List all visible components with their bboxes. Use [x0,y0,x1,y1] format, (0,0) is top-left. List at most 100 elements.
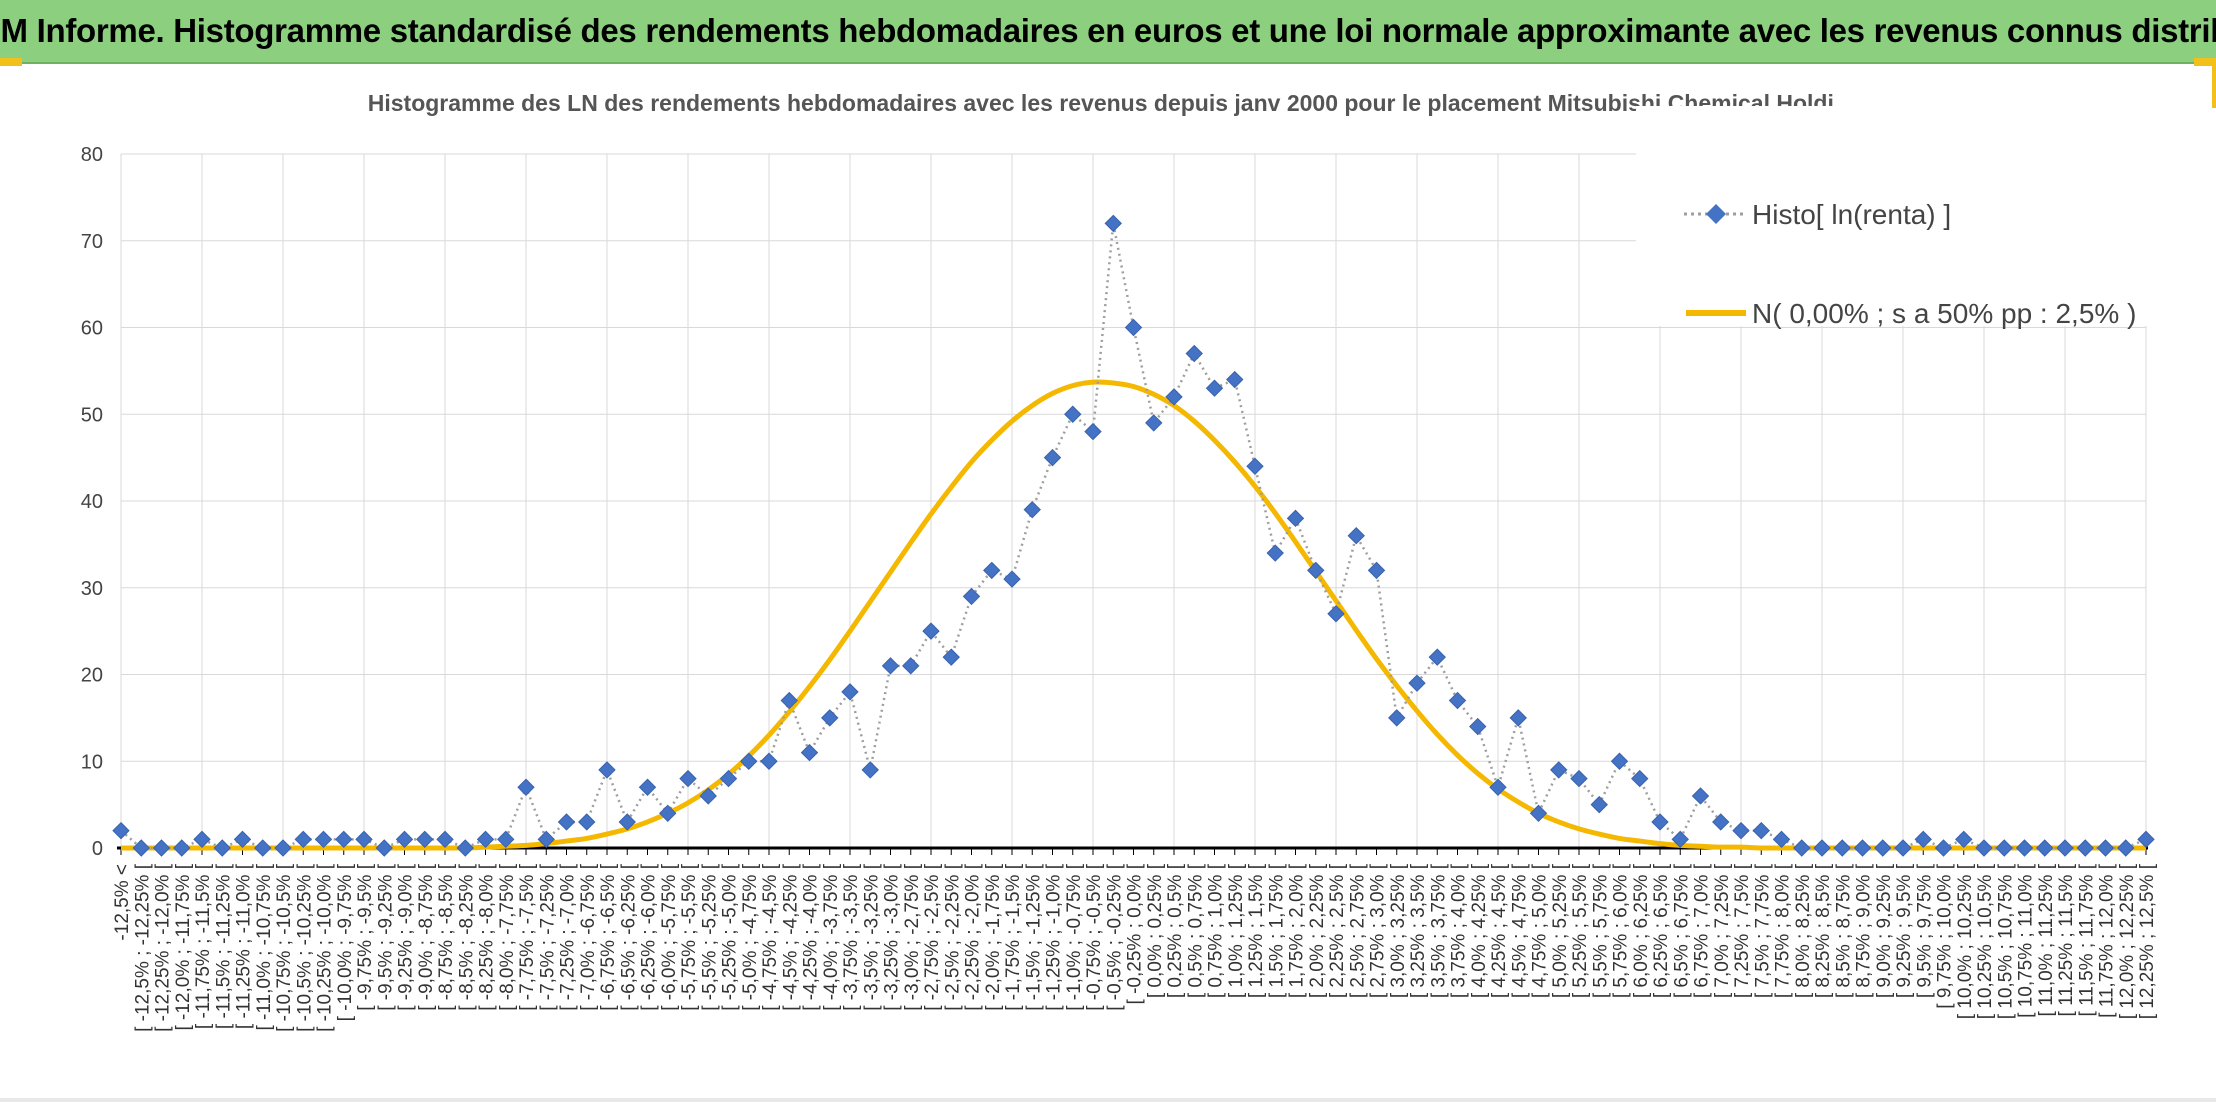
x-tick-label: [ -12,25% ; -12,0% [ [153,863,174,1032]
histo-point [173,839,191,857]
histo-point [699,787,717,805]
x-tick-label: [ 0,25% ; 0,5% [ [1165,863,1186,998]
x-tick-label: [ 12,0% ; 12,25% [ [2117,863,2138,1019]
histo-point [841,683,859,701]
y-tick-label: 50 [81,404,103,426]
histo-point [355,830,373,849]
x-tick-label: [ 3,25% ; 3,5% [ [1408,863,1429,998]
x-tick-label: [ -2,5% ; -2,25% [ [942,863,963,1011]
legend-normal-label: N( 0,00% ; s a 50% pp : 2,5% ) [1752,298,2136,329]
x-tick-label: [ 7,75% ; 8,0% [ [1773,863,1794,998]
x-tick-label: [ 9,25% ; 9,5% [ [1894,863,1915,998]
x-tick-label: [ -0,75% ; -0,5% [ [1084,863,1105,1011]
x-tick-label: [ -11,75% ; -11,5% [ [193,863,214,1029]
x-tick-label: [ 6,5% ; 6,75% [ [1671,863,1692,998]
histo-point [1712,813,1730,831]
histo-point [1104,214,1122,233]
histo-point [1003,570,1021,588]
histo-point [1489,778,1507,796]
x-tick-label: [ 6,25% ; 6,5% [ [1651,863,1672,998]
histo-point [1307,561,1325,580]
x-tick-label: [ -8,0% ; -7,75% [ [497,863,518,1011]
x-tick-label: [ 1,75% ; 2,0% [ [1287,863,1308,998]
histo-point [1651,813,1669,831]
histo-point [780,691,798,710]
x-tick-label: [ 4,0% ; 4,25% [ [1469,863,1490,998]
y-tick-label: 80 [81,144,103,166]
x-tick-label: [ -1,75% ; -1,5% [ [1003,863,1024,1011]
histo-point [2117,839,2135,857]
histo-point [314,830,333,849]
x-tick-label: [ 1,25% ; 1,5% [ [1246,863,1267,998]
histo-point [1975,839,1993,857]
x-tick-label: [ 7,25% ; 7,5% [ [1732,863,1753,998]
x-tick-label: [ -3,75% ; -3,5% [ [841,863,862,1011]
x-tick-label: [ -8,75% ; -8,5% [ [436,863,457,1011]
histo-point [983,561,1001,580]
x-tick-label: [ -12,0% ; -11,75% [ [173,863,194,1030]
x-tick-label: [ -2,25% ; -2,0% [ [963,863,984,1011]
histo-point [1084,422,1102,441]
histo-point [881,657,900,675]
x-tick-label: [ 0,5% ; 0,75% [ [1185,863,1206,998]
histo-point [1914,830,1932,849]
histo-point [618,813,636,831]
x-tick-label: [ -7,75% ; -7,5% [ [517,863,538,1011]
x-tick-label: [ 8,5% ; 8,75% [ [1833,863,1854,998]
x-tick-label: [ 11,0% ; 11,25% [ [2036,863,2057,1016]
x-tick-label: [ 12,25% ; 12,5% [ [2137,863,2158,1019]
histo-point [942,648,960,666]
histo-point [1813,839,1831,857]
histo-point [760,752,778,770]
histo-point [1874,839,1892,857]
x-tick-label: [ 2,75% ; 3,0% [ [1368,863,1389,998]
legend-histo-marker [1706,204,1726,224]
histo-point [1691,787,1710,805]
x-tick-label: [ 3,0% ; 3,25% [ [1388,863,1409,998]
histo-point [1145,414,1163,432]
normal-series-layer [121,379,2146,851]
x-tick-label: [ -4,75% ; -4,5% [ [760,863,781,1011]
x-tick-label: [ 8,0% ; 8,25% [ [1793,863,1814,998]
y-tick-label: 40 [81,491,103,513]
histo-point [2076,839,2094,857]
x-tick-label: [ -5,75% ; -5,5% [ [679,863,700,1011]
normal-curve-line [121,379,2146,851]
histo-point [193,830,211,849]
x-tick-label: [ -10,0% ; -9,75% [ [335,863,356,1021]
histo-point [740,752,758,770]
histo-point [1671,830,1689,849]
y-tick-label: 20 [81,665,103,687]
x-tick-label: [ -3,0% ; -2,75% [ [902,863,923,1011]
histo-point [659,804,677,823]
histo-point [598,761,616,779]
histo-point [1590,795,1608,814]
histo-point [578,813,596,831]
x-tick-label: [ -8,25% ; -8,0% [ [477,863,498,1011]
histo-point [1853,839,1872,857]
histo-point [1894,839,1912,857]
histo-point [1185,344,1203,363]
histo-point [1833,839,1851,857]
histo-point [213,839,231,857]
histo-point [1509,709,1527,727]
x-tick-label: [ 6,0% ; 6,25% [ [1631,863,1652,998]
histo-point [1529,804,1548,823]
x-tick-label: [ -7,0% ; -6,75% [ [578,863,599,1011]
x-tick-label: [ -6,75% ; -6,5% [ [598,863,619,1011]
histo-point [962,587,981,606]
x-tick-label: [ 10,25% ; 10,5% [ [1975,863,1996,1019]
histo-point [2015,839,2034,857]
x-tick-label: [ -9,5% ; -9,25% [ [375,863,396,1011]
histo-point [254,839,272,857]
histo-point [821,709,839,727]
histo-point [1064,405,1082,423]
histo-series-layer [112,214,2155,857]
histo-point [1610,752,1629,770]
x-tick-label: [ 2,5% ; 2,75% [ [1347,863,1368,998]
x-tick-label: [ 11,25% ; 11,5% [ [2056,863,2077,1016]
x-tick-label: [ -6,5% ; -6,25% [ [618,863,639,1011]
histo-point [1347,526,1365,545]
histo-point [112,821,130,840]
x-tick-label: [ 9,5% ; 9,75% [ [1914,863,1935,998]
